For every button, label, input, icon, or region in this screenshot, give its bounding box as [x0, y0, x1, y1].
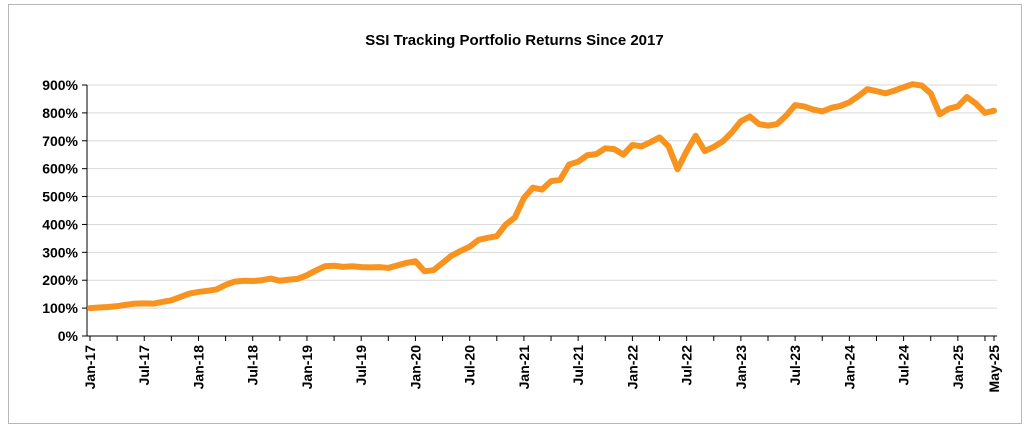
x-tick-label: Jan-25 — [950, 345, 966, 390]
y-tick-label: 900% — [42, 77, 78, 93]
series-line-ssi-tracking-portfolio — [87, 81, 997, 312]
y-tick-label: 0% — [58, 328, 79, 344]
y-tick-label: 400% — [42, 216, 78, 232]
y-tick-label: 300% — [42, 244, 78, 260]
x-tick-label: Jul-23 — [787, 345, 803, 386]
y-axis-ticks: 0% 100% 200% 300% 400% 500% 600% 700% 800% 900% — [42, 77, 87, 344]
y-tick-label: 500% — [42, 189, 78, 205]
x-tick-label: Jan-23 — [733, 345, 749, 390]
y-tick-label: 800% — [42, 105, 78, 121]
x-tick-label: Jan-19 — [299, 345, 315, 390]
axes — [86, 85, 997, 337]
x-tick-label: Jul-24 — [896, 345, 912, 386]
y-tick-label: 600% — [42, 161, 78, 177]
x-tick-label: May-25 — [986, 345, 1002, 393]
x-tick-label: Jan-22 — [624, 345, 640, 390]
x-tick-label: Jul-17 — [136, 345, 152, 386]
x-tick-label: Jul-19 — [353, 345, 369, 386]
x-axis-ticks: Jan-17 Jul-17 Jan-18 Jul-18 Jan-19 Jul-19 Jan-… — [82, 336, 1002, 392]
x-tick-label: Jan-18 — [190, 345, 206, 390]
x-tick-label: Jan-21 — [516, 345, 532, 390]
x-tick-label: Jul-21 — [570, 345, 586, 386]
y-tick-label: 700% — [42, 133, 78, 149]
grid-lines — [87, 84, 997, 309]
x-tick-label: Jan-24 — [841, 345, 857, 390]
x-tick-label: Jan-17 — [82, 345, 98, 390]
y-tick-label: 100% — [42, 300, 78, 316]
series-group — [87, 81, 997, 312]
x-tick-label: Jul-20 — [462, 345, 478, 386]
x-tick-label: Jul-18 — [245, 345, 261, 386]
y-tick-label: 200% — [42, 272, 78, 288]
x-tick-label: Jan-20 — [407, 345, 423, 390]
chart-title: SSI Tracking Portfolio Returns Since 201… — [365, 32, 664, 49]
x-tick-label: Jul-22 — [679, 345, 695, 386]
